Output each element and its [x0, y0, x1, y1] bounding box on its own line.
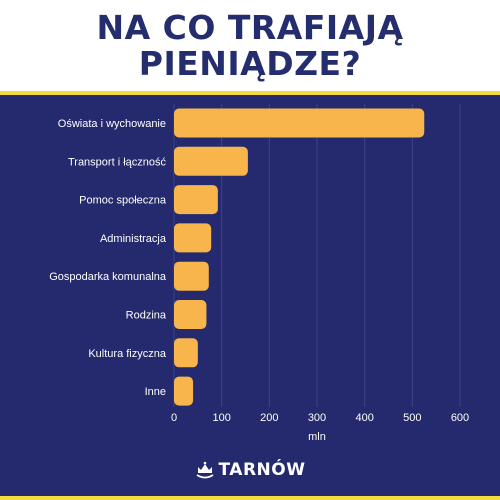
category-label: Oświata i wychowanie: [58, 118, 166, 130]
category-label: Administracja: [100, 233, 167, 245]
bar: [174, 223, 212, 253]
title-line-1: NA CO TRAFIAJĄ: [96, 8, 404, 47]
tarnow-logo: TARNÓW: [0, 458, 500, 482]
category-label: Rodzina: [126, 310, 167, 322]
bar: [174, 185, 218, 215]
bottom-stripe: [0, 496, 500, 500]
x-tick-label: 300: [308, 412, 326, 424]
category-label: Gospodarka komunalna: [49, 271, 167, 283]
bar: [174, 376, 194, 406]
chart-panel: [0, 95, 500, 496]
x-tick-labels: 0 100 200 300 400 500 600: [171, 412, 469, 424]
logo-text: TARNÓW: [218, 460, 306, 480]
x-axis-title: mln: [308, 431, 326, 443]
category-label: Transport i łączność: [68, 156, 167, 168]
x-tick-label: 600: [451, 412, 469, 424]
bar: [174, 338, 198, 368]
bar: [174, 300, 207, 329]
crown-emblem-icon: [196, 461, 213, 479]
header: NA CO TRAFIAJĄ PIENIĄDZE?: [0, 0, 500, 91]
category-label: Inne: [145, 386, 166, 398]
title-line-2: PIENIĄDZE?: [138, 44, 362, 83]
category-label: Pomoc społeczna: [79, 195, 167, 207]
bar: [174, 146, 248, 176]
top-stripe: [0, 91, 500, 95]
x-tick-label: 400: [355, 412, 373, 424]
x-tick-label: 100: [212, 412, 230, 424]
bar: [174, 108, 425, 138]
x-tick-label: 500: [403, 412, 421, 424]
x-tick-label: 0: [171, 412, 177, 424]
bar: [174, 261, 209, 291]
bars: [174, 108, 425, 406]
category-labels: Oświata i wychowanie Transport i łączność…: [49, 118, 167, 398]
bar-chart: Oświata i wychowanie Transport i łączność…: [49, 104, 469, 443]
category-label: Kultura fizyczna: [88, 348, 167, 360]
x-tick-label: 200: [260, 412, 278, 424]
